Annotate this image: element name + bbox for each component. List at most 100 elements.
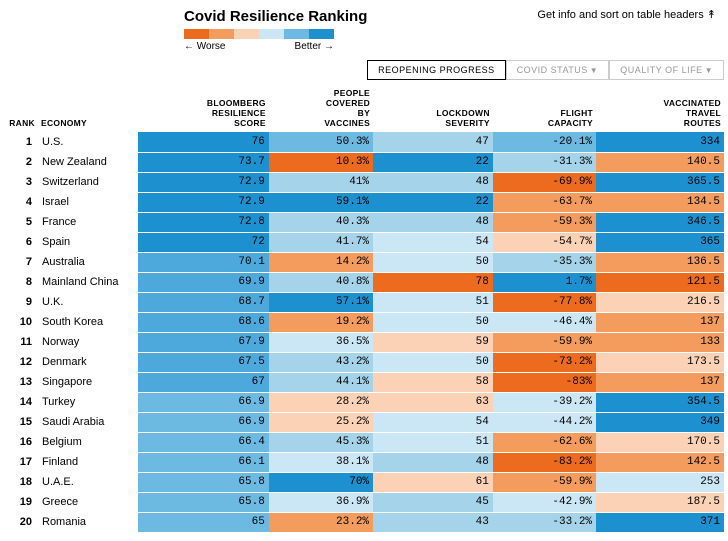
economy-cell: New Zealand <box>38 152 138 172</box>
data-cell: -33.2% <box>493 512 596 532</box>
tab-quality-of-life[interactable]: QUALITY OF LIFE▼ <box>609 60 724 80</box>
data-cell: 43.2% <box>269 352 373 372</box>
table-row: 3Switzerland72.941%48-69.9%365.5 <box>4 172 724 192</box>
legend-better: Better → <box>295 41 334 52</box>
data-cell: 65.8 <box>138 492 269 512</box>
data-cell: 59 <box>373 332 493 352</box>
data-cell: 66.1 <box>138 452 269 472</box>
economy-cell: South Korea <box>38 312 138 332</box>
economy-cell: U.K. <box>38 292 138 312</box>
economy-cell: Spain <box>38 232 138 252</box>
economy-cell: Singapore <box>38 372 138 392</box>
data-cell: 69.9 <box>138 272 269 292</box>
data-cell: 72.9 <box>138 172 269 192</box>
data-cell: 50 <box>373 252 493 272</box>
table-row: 18U.A.E.65.870%61-59.9%253 <box>4 472 724 492</box>
table-row: 6Spain7241.7%54-54.7%365 <box>4 232 724 252</box>
data-cell: 70.1 <box>138 252 269 272</box>
table-row: 2New Zealand73.710.3%22-31.3%140.5 <box>4 152 724 172</box>
col-header[interactable]: ECONOMY <box>38 84 138 132</box>
data-cell: 54 <box>373 232 493 252</box>
data-cell: 66.9 <box>138 392 269 412</box>
data-cell: 36.5% <box>269 332 373 352</box>
col-header[interactable]: FLIGHTCAPACITY <box>493 84 596 132</box>
data-cell: 23.2% <box>269 512 373 532</box>
legend-gradient <box>184 29 334 39</box>
tabs: REOPENING PROGRESSCOVID STATUS▼QUALITY O… <box>4 60 724 80</box>
data-cell: 44.1% <box>269 372 373 392</box>
economy-cell: Israel <box>38 192 138 212</box>
page-title: Covid Resilience Ranking <box>184 8 367 25</box>
col-header[interactable]: LOCKDOWNSEVERITY <box>373 84 493 132</box>
legend-swatch <box>184 29 209 39</box>
data-cell: 187.5 <box>596 492 724 512</box>
rank-cell: 18 <box>4 472 38 492</box>
legend-worse: ← Worse <box>184 41 226 52</box>
data-cell: 10.3% <box>269 152 373 172</box>
data-cell: 73.7 <box>138 152 269 172</box>
rank-cell: 9 <box>4 292 38 312</box>
header: Covid Resilience Ranking Get info and so… <box>4 8 724 25</box>
table-row: 16Belgium66.445.3%51-62.6%170.5 <box>4 432 724 452</box>
data-cell: 61 <box>373 472 493 492</box>
economy-cell: Australia <box>38 252 138 272</box>
data-cell: 1.7% <box>493 272 596 292</box>
col-header[interactable]: RANK <box>4 84 38 132</box>
data-cell: 142.5 <box>596 452 724 472</box>
data-cell: 67.5 <box>138 352 269 372</box>
data-cell: 173.5 <box>596 352 724 372</box>
data-cell: -63.7% <box>493 192 596 212</box>
economy-cell: Romania <box>38 512 138 532</box>
data-cell: 25.2% <box>269 412 373 432</box>
data-cell: -62.6% <box>493 432 596 452</box>
ranking-table: RANKECONOMYBLOOMBERGRESILIENCESCOREPEOPL… <box>4 84 724 533</box>
data-cell: 72 <box>138 232 269 252</box>
data-cell: 59.1% <box>269 192 373 212</box>
col-header[interactable]: BLOOMBERGRESILIENCESCORE <box>138 84 269 132</box>
table-row: 7Australia70.114.2%50-35.3%136.5 <box>4 252 724 272</box>
info-link[interactable]: Get info and sort on table headers ↟ <box>537 8 716 21</box>
table-row: 5France72.840.3%48-59.3%346.5 <box>4 212 724 232</box>
data-cell: 22 <box>373 152 493 172</box>
data-cell: -31.3% <box>493 152 596 172</box>
data-cell: 22 <box>373 192 493 212</box>
economy-cell: Turkey <box>38 392 138 412</box>
rank-cell: 3 <box>4 172 38 192</box>
rank-cell: 14 <box>4 392 38 412</box>
table-row: 17Finland66.138.1%48-83.2%142.5 <box>4 452 724 472</box>
data-cell: 137 <box>596 312 724 332</box>
rank-cell: 13 <box>4 372 38 392</box>
table-row: 12Denmark67.543.2%50-73.2%173.5 <box>4 352 724 372</box>
data-cell: 66.9 <box>138 412 269 432</box>
ranking-container: Covid Resilience Ranking Get info and so… <box>0 0 728 541</box>
data-cell: 133 <box>596 332 724 352</box>
rank-cell: 5 <box>4 212 38 232</box>
data-cell: 48 <box>373 452 493 472</box>
data-cell: -83% <box>493 372 596 392</box>
data-cell: 51 <box>373 432 493 452</box>
data-cell: -20.1% <box>493 132 596 152</box>
rank-cell: 4 <box>4 192 38 212</box>
data-cell: 65 <box>138 512 269 532</box>
data-cell: 170.5 <box>596 432 724 452</box>
data-cell: -59.9% <box>493 472 596 492</box>
col-header[interactable]: PEOPLECOVEREDBYVACCINES <box>269 84 373 132</box>
table-row: 19Greece65.836.9%45-42.9%187.5 <box>4 492 724 512</box>
data-cell: 63 <box>373 392 493 412</box>
economy-cell: Saudi Arabia <box>38 412 138 432</box>
data-cell: 140.5 <box>596 152 724 172</box>
table-row: 4Israel72.959.1%22-63.7%134.5 <box>4 192 724 212</box>
legend-labels: ← Worse Better → <box>184 41 334 52</box>
economy-cell: Switzerland <box>38 172 138 192</box>
rank-cell: 15 <box>4 412 38 432</box>
data-cell: 365.5 <box>596 172 724 192</box>
legend-swatch <box>284 29 309 39</box>
data-cell: -35.3% <box>493 252 596 272</box>
data-cell: 50.3% <box>269 132 373 152</box>
data-cell: 36.9% <box>269 492 373 512</box>
col-header[interactable]: VACCINATEDTRAVELROUTES <box>596 84 724 132</box>
table-row: 1U.S.7650.3%47-20.1%334 <box>4 132 724 152</box>
table-header-row: RANKECONOMYBLOOMBERGRESILIENCESCOREPEOPL… <box>4 84 724 132</box>
tab-reopening-progress[interactable]: REOPENING PROGRESS <box>367 60 506 80</box>
tab-covid-status[interactable]: COVID STATUS▼ <box>506 60 610 80</box>
